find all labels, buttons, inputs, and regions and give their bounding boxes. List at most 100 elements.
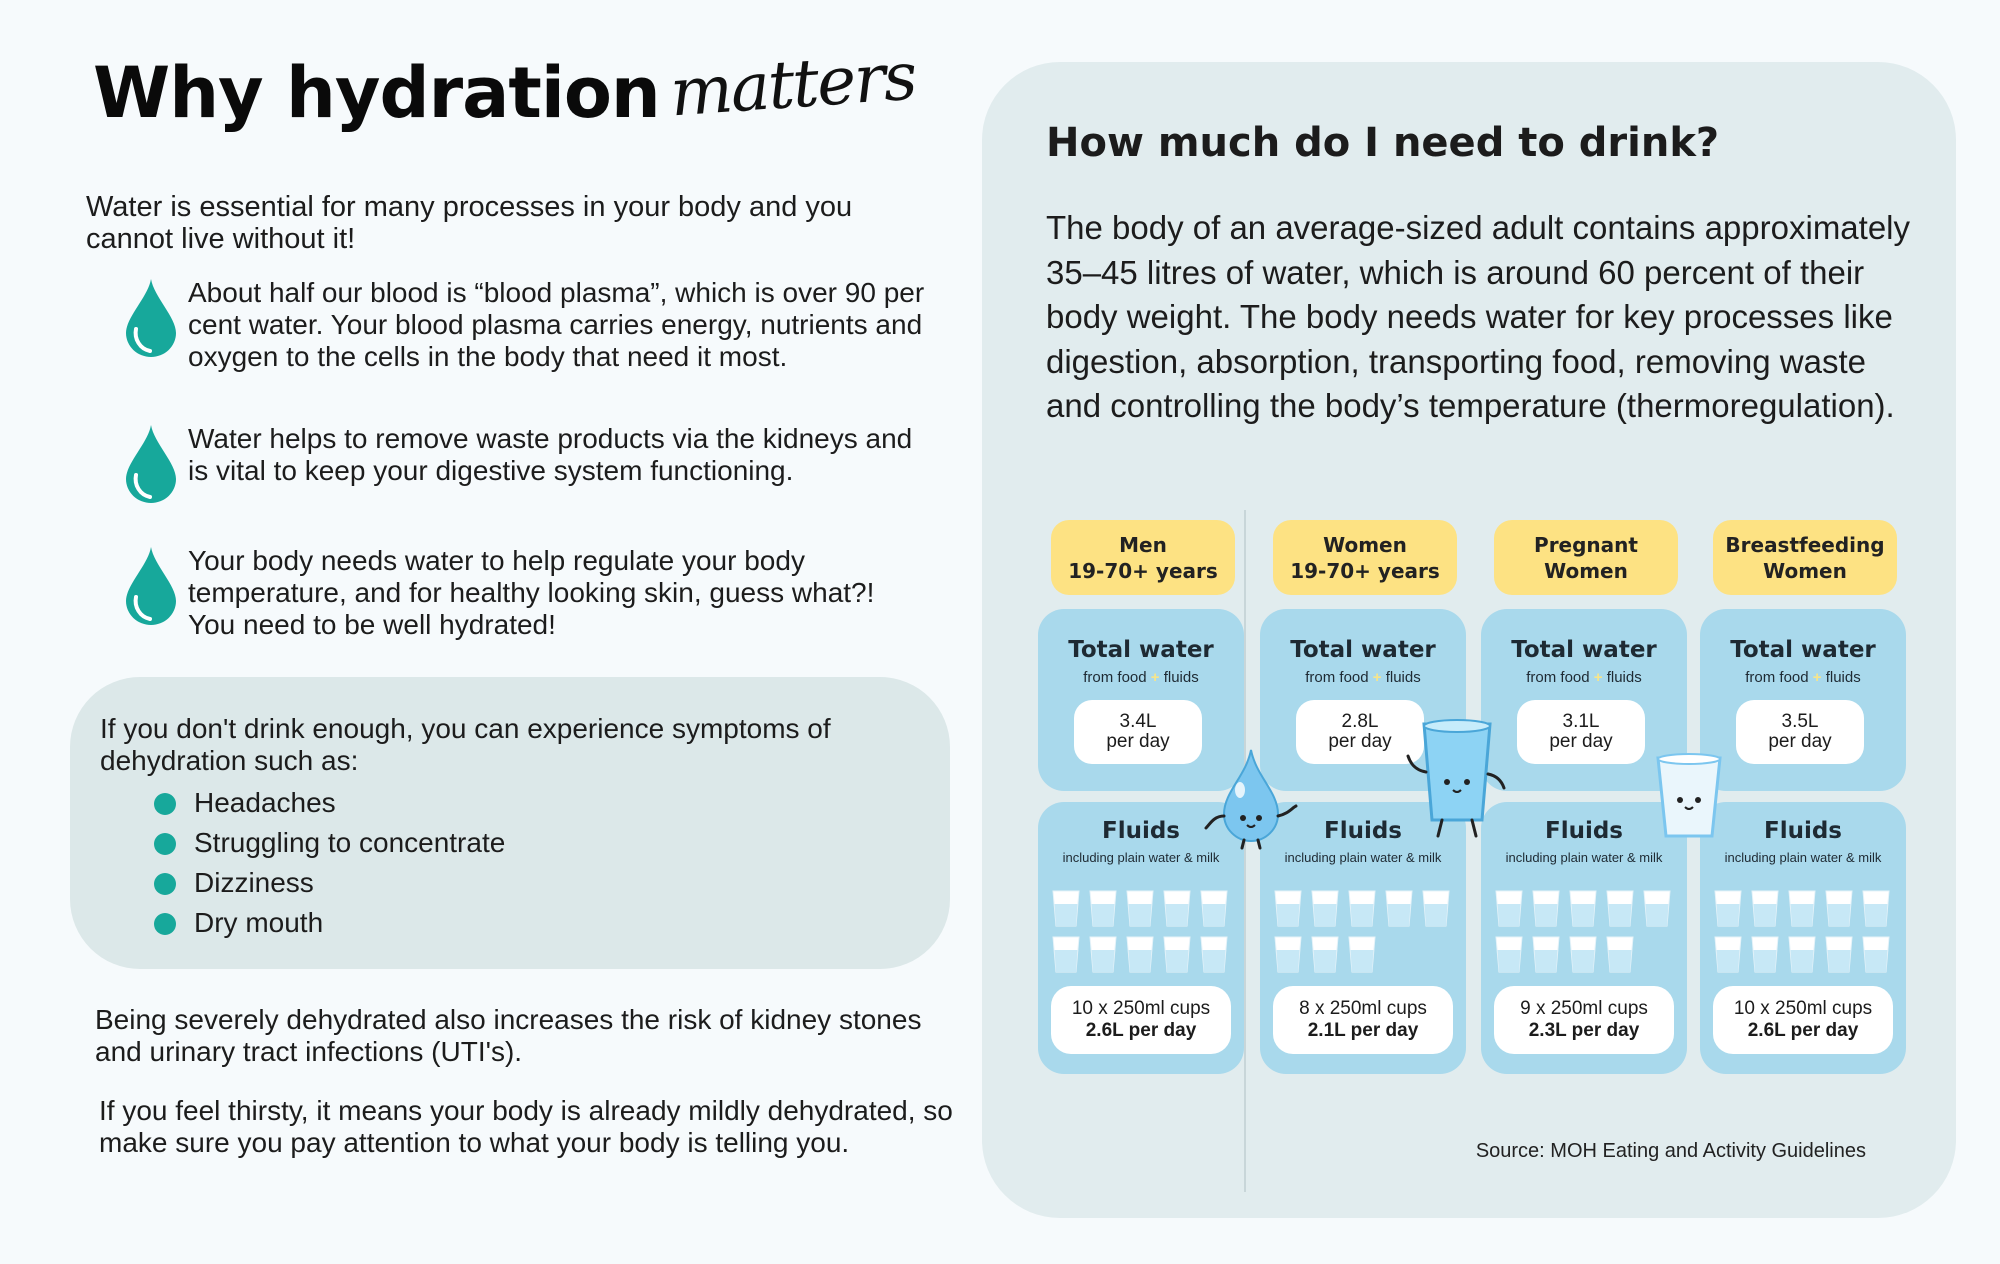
- cup-icon: [1200, 936, 1228, 973]
- intake-column-breastfeeding: Breastfeeding Women Total water from foo…: [1700, 0, 1906, 1264]
- cup-icon: [1862, 936, 1890, 973]
- cup-icon: [1788, 890, 1816, 927]
- fluids-title: Fluids: [1763, 818, 1842, 844]
- group-label: Women 19-70+ years: [1273, 520, 1457, 595]
- cup-icon: [1052, 890, 1080, 927]
- fluids-amount: 10 x 250ml cups 2.6L per day: [1713, 986, 1893, 1054]
- cup-icon: [1751, 936, 1779, 973]
- water-drop-icon: [126, 547, 176, 625]
- fluids-title: Fluids: [1544, 818, 1623, 844]
- total-water-subtitle: from food + fluids: [1526, 669, 1642, 686]
- fluids-subtitle: including plain water & milk: [1062, 850, 1220, 865]
- total-water-amount: 2.8L per day: [1296, 700, 1424, 764]
- total-water-title: Total water: [1290, 637, 1436, 663]
- cup-icon: [1089, 890, 1117, 927]
- symptom-list: Headaches Struggling to concentrate Dizz…: [154, 783, 505, 943]
- fluids-amount: 8 x 250ml cups 2.1L per day: [1273, 986, 1453, 1054]
- bullet-text: Your body needs water to help regulate y…: [188, 545, 875, 640]
- water-drop-icon: [126, 279, 176, 357]
- group-label: Breastfeeding Women: [1713, 520, 1897, 595]
- cup-icon: [1569, 936, 1597, 973]
- total-water-card: Total water from food + fluids 3.1L per d…: [1481, 609, 1687, 791]
- symptom-item: Dizziness: [154, 863, 505, 903]
- panel-body-text: The body of an average-sized adult conta…: [1046, 209, 1911, 424]
- cup-icon: [1089, 936, 1117, 973]
- fluids-card: Fluids including plain water & milk 10 x…: [1700, 802, 1906, 1074]
- source-citation: Source: MOH Eating and Activity Guidelin…: [1475, 1140, 1866, 1162]
- total-water-subtitle: from food + fluids: [1083, 669, 1199, 686]
- cup-icon: [1348, 890, 1376, 927]
- title-script-word: matters: [667, 37, 918, 132]
- total-water-subtitle: from food + fluids: [1305, 669, 1421, 686]
- water-drop-icon: [126, 425, 176, 503]
- bullet-text: About half our blood is “blood plasma”, …: [188, 277, 925, 372]
- cup-icon: [1126, 936, 1154, 973]
- bullet-text: Water helps to remove waste products via…: [188, 423, 913, 486]
- cup-icon: [1385, 890, 1413, 927]
- kidney-stones-text: Being severely dehydrated also increases…: [95, 1004, 922, 1067]
- fluids-subtitle: including plain water & milk: [1284, 850, 1442, 865]
- total-water-amount: 3.5L per day: [1736, 700, 1864, 764]
- symptom-item: Headaches: [154, 783, 505, 823]
- total-water-title: Total water: [1730, 637, 1876, 663]
- cup-icon: [1274, 890, 1302, 927]
- cup-icon: [1606, 890, 1634, 927]
- thirst-text: If you feel thirsty, it means your body …: [99, 1095, 953, 1158]
- page-title: Why hydration: [93, 52, 661, 134]
- cup-icon: [1274, 936, 1302, 973]
- fluids-amount: 10 x 250ml cups 2.6L per day: [1051, 986, 1231, 1054]
- cup-icon: [1751, 890, 1779, 927]
- fluids-title: Fluids: [1101, 818, 1180, 844]
- cup-icon: [1495, 936, 1523, 973]
- cup-icon: [1643, 890, 1671, 927]
- fluids-card: Fluids including plain water & milk 8 x …: [1260, 802, 1466, 1074]
- total-water-amount: 3.1L per day: [1517, 700, 1645, 764]
- empty-glass-mascot-icon: [1656, 753, 1722, 838]
- cup-icon: [1422, 890, 1450, 927]
- cup-icon: [1788, 936, 1816, 973]
- fluids-amount: 9 x 250ml cups 2.3L per day: [1494, 986, 1674, 1054]
- fluids-title: Fluids: [1323, 818, 1402, 844]
- cup-icon: [1495, 890, 1523, 927]
- cup-icon: [1200, 890, 1228, 927]
- cup-icon: [1311, 890, 1339, 927]
- intake-column-men: Men 19-70+ years Total water from food +…: [1038, 0, 1244, 1264]
- cup-icon: [1311, 936, 1339, 973]
- cup-icon: [1126, 890, 1154, 927]
- total-water-subtitle: from food + fluids: [1745, 669, 1861, 686]
- cup-icon: [1825, 890, 1853, 927]
- intro-text: Water is essential for many processes in…: [86, 191, 853, 255]
- fluids-card: Fluids including plain water & milk 10 x…: [1038, 802, 1244, 1074]
- intake-column-women: Women 19-70+ years Total water from food…: [1260, 0, 1466, 1264]
- cup-icon: [1714, 936, 1742, 973]
- cup-icon: [1606, 936, 1634, 973]
- fluids-subtitle: including plain water & milk: [1724, 850, 1882, 865]
- intake-column-pregnant: Pregnant Women Total water from food + f…: [1481, 0, 1687, 1264]
- cup-icon: [1163, 890, 1191, 927]
- cup-icon: [1532, 936, 1560, 973]
- water-drop-mascot-icon: [1204, 749, 1298, 850]
- column-divider: [1244, 510, 1246, 1192]
- total-water-card: Total water from food + fluids 3.5L per d…: [1700, 609, 1906, 791]
- total-water-card: Total water from food + fluids 3.4L per d…: [1038, 609, 1244, 791]
- cup-icon: [1052, 936, 1080, 973]
- fluids-subtitle: including plain water & milk: [1505, 850, 1663, 865]
- dehydration-intro: If you don't drink enough, you can exper…: [100, 713, 831, 776]
- cup-icon: [1569, 890, 1597, 927]
- symptom-item: Struggling to concentrate: [154, 823, 505, 863]
- cup-icon: [1862, 890, 1890, 927]
- total-water-title: Total water: [1511, 637, 1657, 663]
- cup-icon: [1532, 890, 1560, 927]
- group-label: Men 19-70+ years: [1051, 520, 1235, 595]
- dehydration-box: If you don't drink enough, you can exper…: [70, 677, 950, 969]
- cup-icon: [1163, 936, 1191, 973]
- cup-icon: [1825, 936, 1853, 973]
- cup-icon: [1348, 936, 1376, 973]
- cup-icon: [1714, 890, 1742, 927]
- fluids-card: Fluids including plain water & milk 9 x …: [1481, 802, 1687, 1074]
- panel-heading: How much do I need to drink?: [1046, 120, 1720, 166]
- symptom-item: Dry mouth: [154, 903, 505, 943]
- group-label: Pregnant Women: [1494, 520, 1678, 595]
- total-water-title: Total water: [1068, 637, 1214, 663]
- water-glass-mascot-icon: [1406, 719, 1506, 838]
